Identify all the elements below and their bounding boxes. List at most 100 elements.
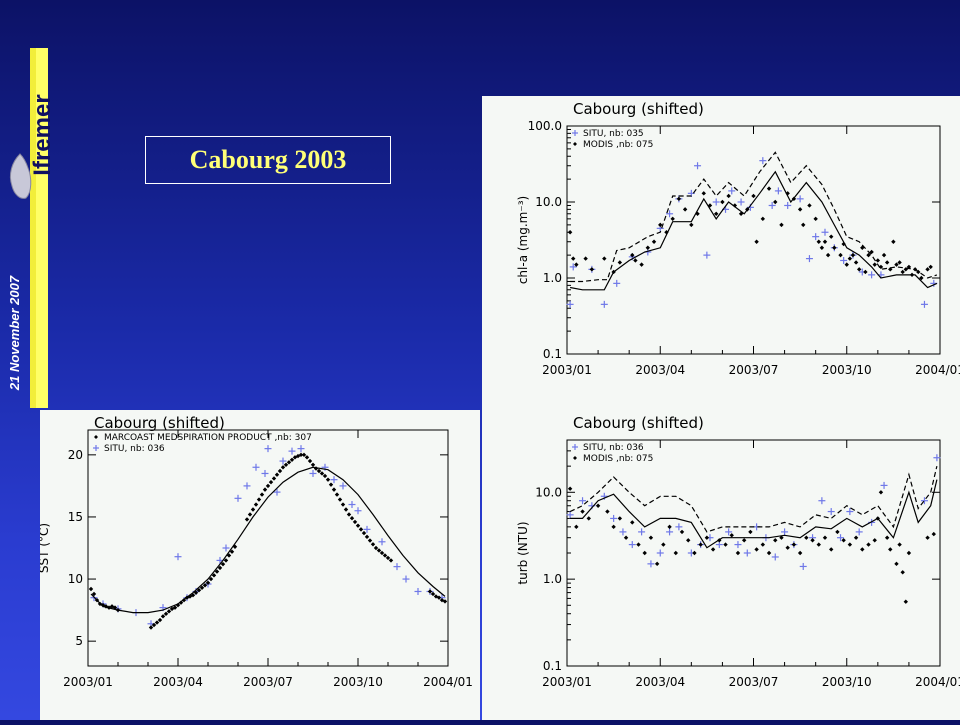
- satellite-point: [860, 547, 865, 552]
- satellite-point: [595, 503, 601, 508]
- situ-point: [402, 575, 410, 583]
- satellite-point: [605, 509, 610, 514]
- satellite-point: [623, 535, 629, 540]
- situ-point: [728, 187, 736, 195]
- satellite-point: [617, 516, 623, 521]
- satellite-point: [343, 507, 349, 512]
- satellite-point: [900, 570, 905, 575]
- satellite-point: [262, 487, 268, 492]
- situ-point: [363, 525, 371, 533]
- satellite-point: [869, 249, 874, 255]
- satellite-point: [760, 216, 766, 222]
- satellite-point: [373, 545, 379, 551]
- y-tick-label: 1.0: [543, 271, 562, 285]
- satellite-point: [704, 535, 710, 540]
- satellite-point: [872, 538, 877, 543]
- satellite-point: [894, 561, 899, 567]
- situ-point: [600, 300, 608, 308]
- satellite-point: [891, 239, 896, 244]
- satellite-point: [328, 482, 334, 487]
- satellite-point: [636, 542, 641, 547]
- satellite-point: [325, 477, 331, 482]
- y-tick-label: 10.0: [535, 485, 562, 499]
- x-tick-label: 2003/04: [635, 675, 685, 689]
- situ-point: [743, 549, 751, 557]
- satellite-point: [819, 245, 825, 250]
- satellite-point: [679, 529, 685, 535]
- situ-point: [725, 528, 733, 536]
- situ-point: [840, 256, 848, 264]
- satellite-point: [903, 599, 909, 604]
- satellite-point: [571, 256, 576, 261]
- satellite-point: [175, 602, 181, 608]
- satellite-point: [271, 476, 277, 481]
- satellite-point: [304, 455, 310, 460]
- satellite-point: [265, 483, 271, 489]
- x-tick-label: 2004/01: [915, 363, 960, 377]
- satellite-point: [754, 239, 759, 244]
- satellite-point: [676, 196, 682, 202]
- y-tick-label: 20: [68, 448, 83, 462]
- satellite-point: [364, 534, 370, 540]
- y-tick-label: 5: [75, 634, 83, 648]
- situ-point: [774, 187, 782, 195]
- satellite-point: [298, 452, 304, 458]
- satellite-point: [853, 535, 859, 540]
- turb-chart: Cabourg (shifted) 2003/01 2003/04 2003/07 20…: [516, 414, 960, 689]
- satellite-point: [881, 252, 887, 258]
- satellite-point: [630, 252, 635, 258]
- situ-point: [933, 454, 941, 462]
- satellite-point: [583, 256, 588, 261]
- situ-point: [619, 528, 627, 536]
- satellite-point: [710, 547, 716, 552]
- slide-title: Cabourg 2003: [145, 136, 391, 184]
- satellite-point: [866, 252, 871, 258]
- satellite-point: [654, 561, 660, 567]
- satellite-point: [835, 529, 840, 535]
- satellite-point: [316, 468, 322, 474]
- situ-point: [354, 507, 362, 515]
- legend-entry: MARCOAST MEDSPIRATION PRODUCT ,nb: 307: [104, 433, 312, 443]
- satellite-point: [436, 595, 442, 600]
- satellite-point: [729, 533, 734, 538]
- satellite-point: [832, 245, 837, 250]
- satellite-point: [642, 550, 647, 556]
- satellite-point: [816, 542, 821, 547]
- series-line-solid: [570, 479, 938, 549]
- satellite-point: [639, 262, 644, 267]
- satellite-point: [346, 512, 352, 517]
- satellite-point: [773, 538, 778, 543]
- situ-point: [656, 549, 664, 557]
- satellite-point: [884, 260, 890, 265]
- y-axis-label: turb (NTU): [516, 521, 530, 584]
- satellite-point: [804, 535, 809, 540]
- satellite-point: [292, 455, 298, 460]
- legend-entry: SITU, nb: 036: [104, 444, 165, 454]
- satellite-point: [611, 524, 616, 530]
- y-tick-label: 1.0: [543, 572, 562, 586]
- satellite-point: [667, 524, 672, 530]
- series-line-dashed: [570, 151, 938, 283]
- satellite-point: [779, 222, 784, 228]
- satellite-point: [822, 239, 828, 244]
- satellite-point: [358, 527, 364, 532]
- satellite-point: [906, 550, 912, 556]
- x-tick-label: 2003/01: [542, 363, 592, 377]
- satellite-point: [850, 252, 856, 258]
- x-tick-label: 2003/10: [333, 675, 383, 689]
- satellite-point: [773, 199, 778, 205]
- satellite-point: [160, 614, 166, 619]
- presentation-date: 21 November 2007: [7, 275, 22, 391]
- x-tick-label: 2003/04: [153, 675, 203, 689]
- satellite-point: [673, 550, 678, 556]
- plot-frame: [566, 125, 941, 355]
- situ-point: [414, 587, 422, 595]
- satellite-point: [340, 502, 346, 507]
- satellite-point: [286, 460, 292, 465]
- legend-entry: SITU, nb: 035: [583, 129, 644, 139]
- satellite-point: [633, 258, 638, 263]
- satellite-point: [157, 617, 163, 623]
- situ-point: [666, 210, 674, 218]
- situ-point: [628, 541, 636, 549]
- y-tick-label: 0.1: [543, 659, 562, 673]
